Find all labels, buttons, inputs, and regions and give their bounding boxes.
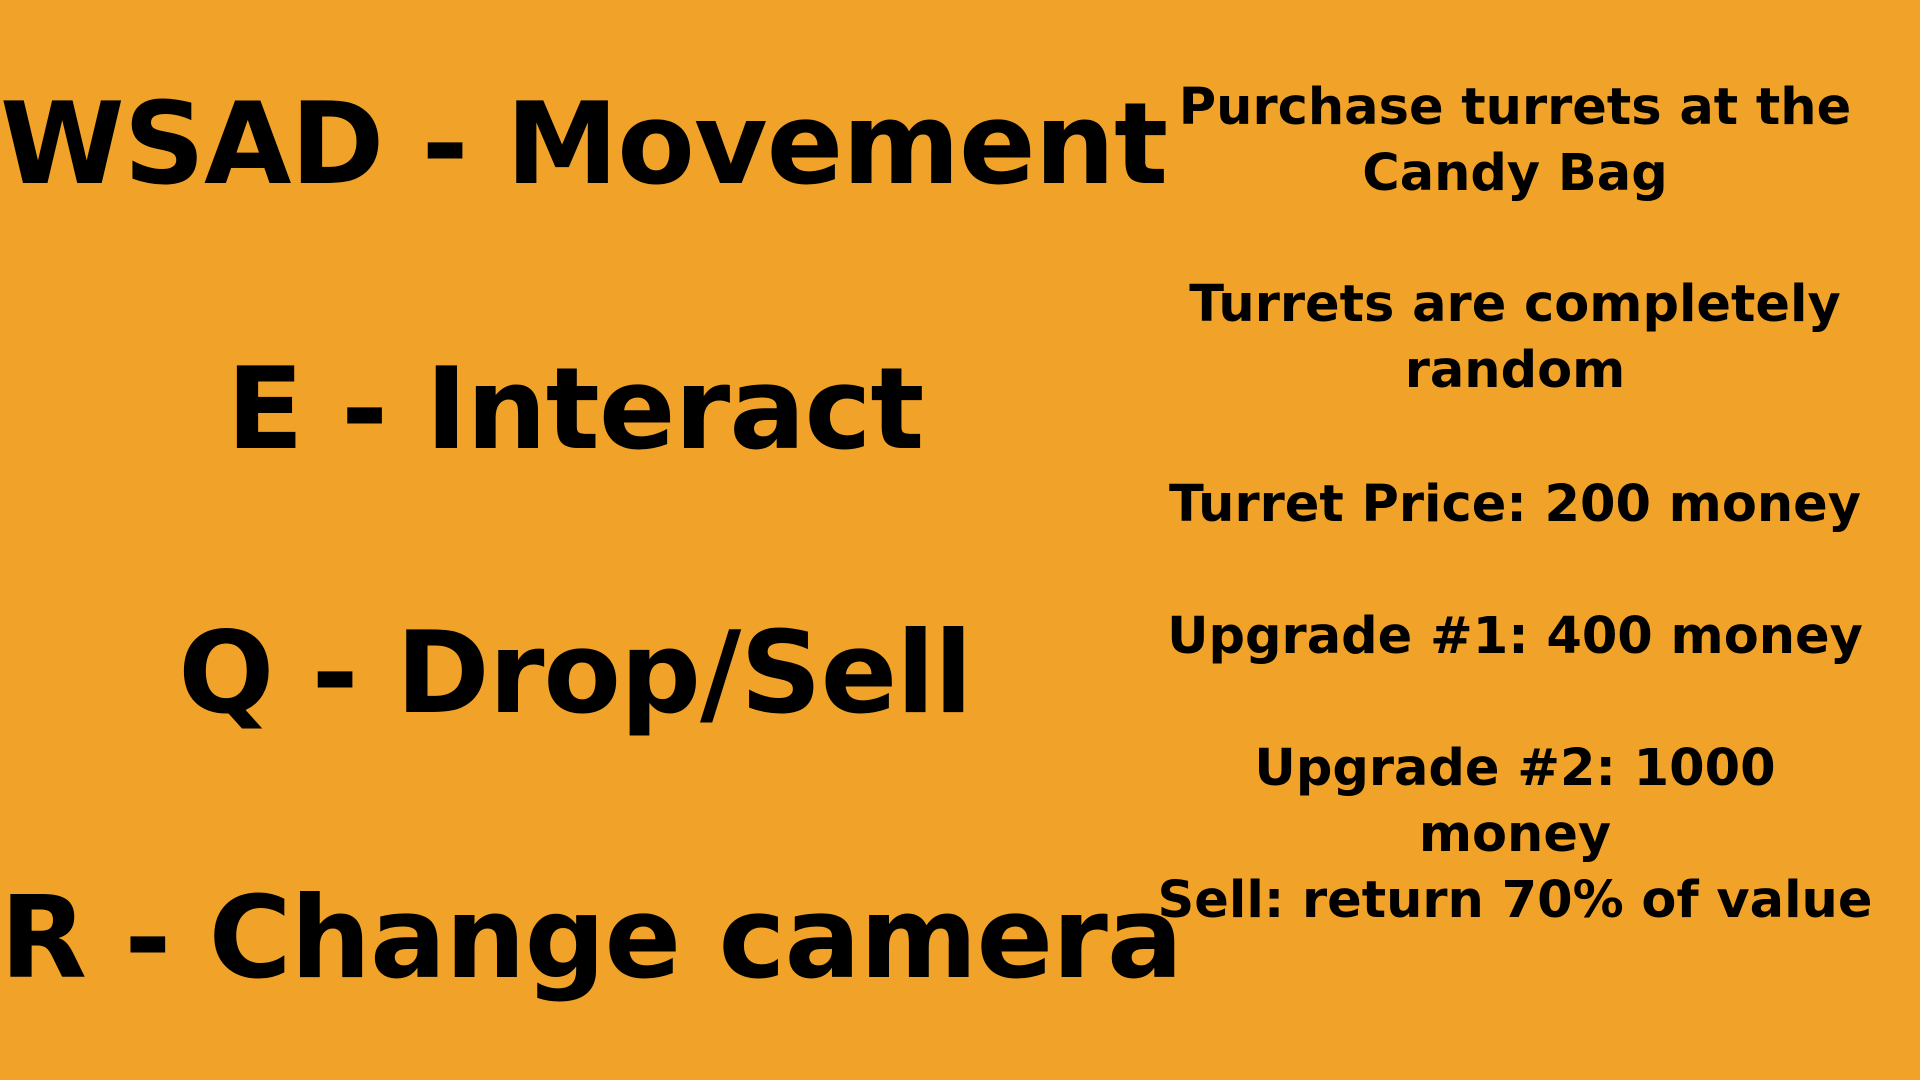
tips-panel: Purchase turrets at the Candy Bag Turret… <box>1150 0 1880 1080</box>
control-drop-sell: Q - Drop/Sell <box>178 607 972 739</box>
tip-sell-return: Sell: return 70% of value <box>1157 871 1873 930</box>
tip-upgrade-1: Upgrade #1: 400 money <box>1167 607 1863 666</box>
tip-turrets-random: Turrets are completely random <box>1189 275 1841 400</box>
control-change-camera: R - Change camera <box>0 872 1183 1004</box>
tip-upgrade-2: Upgrade #2: 1000 money <box>1254 739 1776 864</box>
control-movement: WSAD - Movement <box>0 78 1168 210</box>
control-interact: E - Interact <box>226 343 925 475</box>
tip-turret-price: Turret Price: 200 money <box>1168 475 1862 534</box>
tip-purchase-turrets: Purchase turrets at the Candy Bag <box>1178 78 1852 203</box>
controls-panel: WSAD - Movement E - Interact Q - Drop/Se… <box>0 78 1183 1004</box>
